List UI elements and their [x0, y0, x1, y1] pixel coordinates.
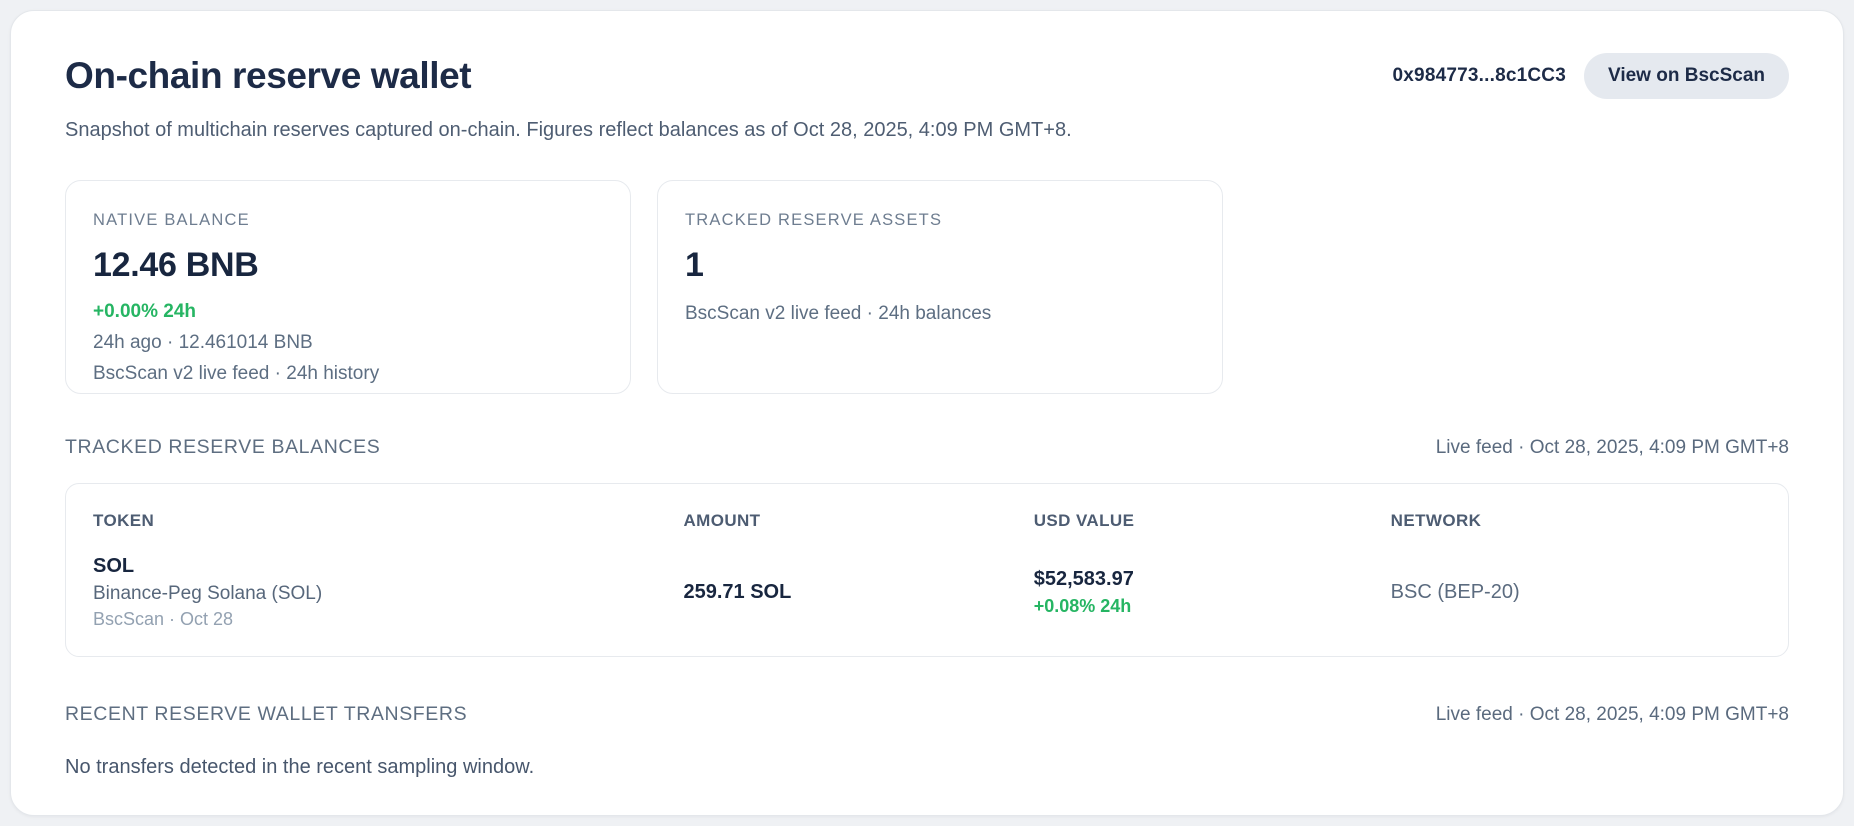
tracked-assets-label: TRACKED RESERVE ASSETS — [685, 211, 943, 229]
transfers-section-header: RECENT RESERVE WALLET TRANSFERS Live fee… — [65, 703, 1789, 726]
native-balance-label: NATIVE BALANCE — [93, 211, 250, 229]
token-cell: SOL Binance-Peg Solana (SOL) BscScan · O… — [93, 555, 683, 630]
native-balance-value: 12.46 BNB — [93, 246, 259, 284]
network-cell: BSC (BEP-20) — [1390, 581, 1520, 603]
usd-value-cell: $52,583.97 +0.08% 24h — [1034, 568, 1391, 617]
reserve-wallet-panel: On-chain reserve wallet 0x984773...8c1CC… — [10, 10, 1844, 816]
view-on-bscscan-button[interactable]: View on BscScan — [1584, 53, 1789, 99]
header-actions: 0x984773...8c1CC3 View on BscScan — [1393, 53, 1789, 99]
column-header-usd-value: USD VALUE — [1033, 511, 1135, 530]
no-transfers-message: No transfers detected in the recent samp… — [65, 756, 535, 778]
wallet-address: 0x984773...8c1CC3 — [1392, 65, 1566, 86]
token-source: BscScan · Oct 28 — [93, 609, 234, 629]
token-symbol: SOL — [93, 555, 135, 577]
transfers-heading: RECENT RESERVE WALLET TRANSFERS — [65, 703, 468, 725]
balances-section-header: TRACKED RESERVE BALANCES Live feed · Oct… — [65, 436, 1789, 459]
usd-value: $52,583.97 — [1033, 568, 1134, 590]
tracked-assets-source: BscScan v2 live feed · 24h balances — [685, 303, 992, 324]
table-header-row: TOKEN AMOUNT USD VALUE NETWORK — [66, 484, 1788, 539]
tracked-assets-card: TRACKED RESERVE ASSETS 1 BscScan v2 live… — [657, 180, 1223, 394]
native-balance-card: NATIVE BALANCE 12.46 BNB +0.00% 24h 24h … — [65, 180, 631, 394]
page-subtitle: Snapshot of multichain reserves captured… — [65, 119, 1072, 141]
page-title: On-chain reserve wallet — [65, 55, 472, 96]
balances-feed-status: Live feed · Oct 28, 2025, 4:09 PM GMT+8 — [1435, 437, 1789, 458]
reserve-balances-table: TOKEN AMOUNT USD VALUE NETWORK SOL Binan… — [65, 483, 1789, 657]
usd-delta: +0.08% 24h — [1033, 596, 1132, 616]
native-balance-delta: +0.00% 24h — [93, 301, 196, 322]
native-balance-history: 24h ago · 12.461014 BNB — [93, 332, 313, 353]
column-header-token: TOKEN — [93, 511, 155, 530]
transfers-feed-status: Live feed · Oct 28, 2025, 4:09 PM GMT+8 — [1435, 704, 1789, 725]
table-row: SOL Binance-Peg Solana (SOL) BscScan · O… — [66, 539, 1788, 656]
native-balance-source: BscScan v2 live feed · 24h history — [93, 363, 380, 384]
tracked-assets-value: 1 — [685, 246, 704, 284]
stat-cards-row: NATIVE BALANCE 12.46 BNB +0.00% 24h 24h … — [65, 180, 1789, 394]
page-header: On-chain reserve wallet 0x984773...8c1CC… — [65, 53, 1789, 99]
amount-cell: 259.71 SOL — [683, 581, 792, 603]
balances-heading: TRACKED RESERVE BALANCES — [65, 436, 381, 458]
column-header-network: NETWORK — [1390, 511, 1482, 530]
column-header-amount: AMOUNT — [683, 511, 761, 530]
token-name: Binance-Peg Solana (SOL) — [93, 583, 323, 604]
